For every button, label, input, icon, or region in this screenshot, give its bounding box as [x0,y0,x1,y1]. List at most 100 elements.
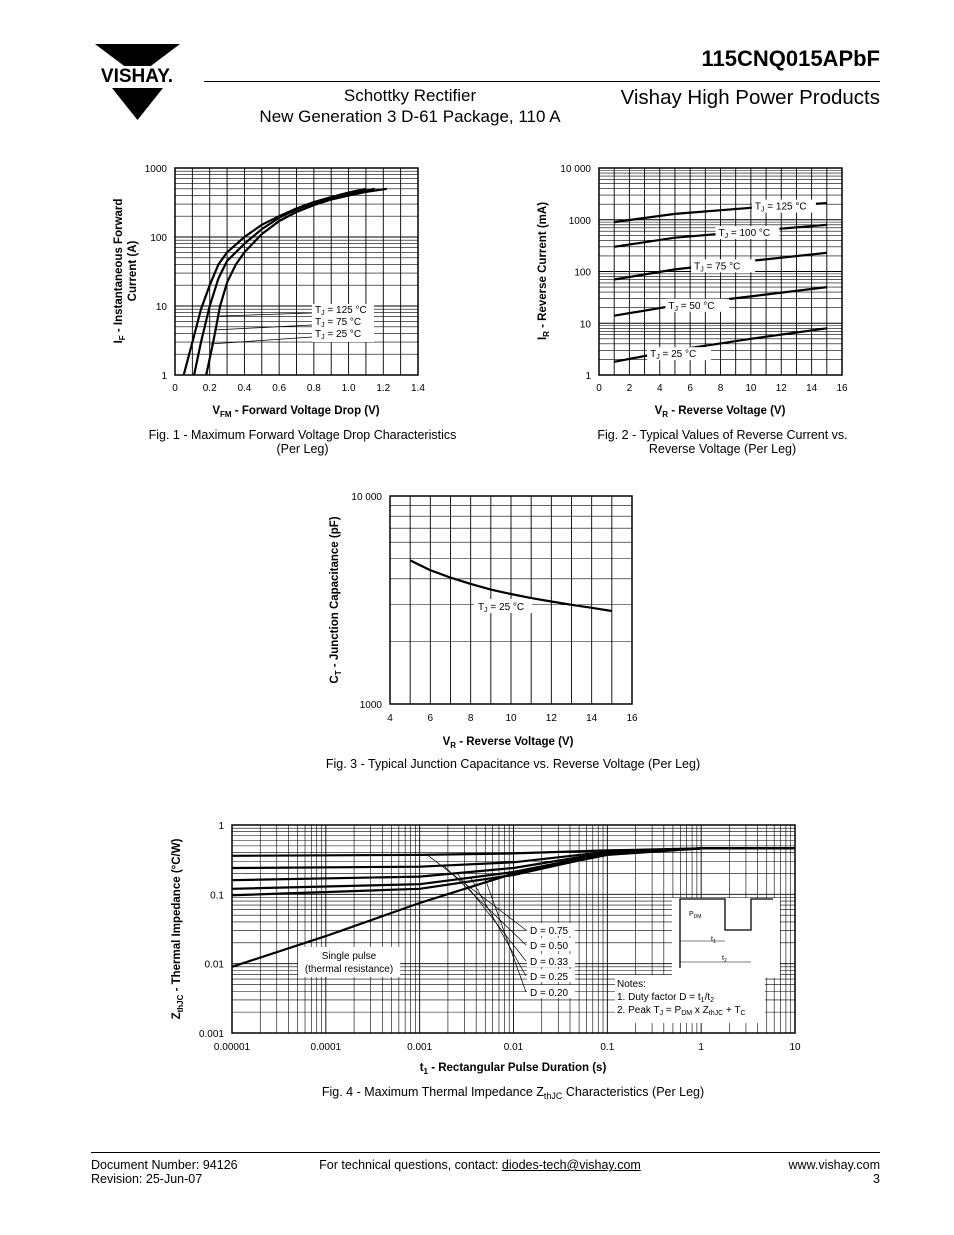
fig2-ylabel: IR - Reverse Current (mA) [537,202,551,340]
fig4-notes: Notes: 1. Duty factor D = t1/t2 2. Peak … [617,979,746,1017]
single-pulse-label: Single pulse [322,951,377,962]
fig2-ytick: 10 [580,319,592,330]
svg-text:CT - Junction Capacitance (pF): CT - Junction Capacitance (pF) [329,516,343,683]
duty-label: D = 0.50 [530,941,569,952]
fig2-series-label: TJ = 125 °C [755,202,807,214]
vishay-logo: VISHAY. [90,44,185,122]
footer-rule [91,1152,880,1153]
duty-label: D = 0.75 [530,926,569,937]
single-pulse-sublabel: (thermal resistance) [305,964,393,975]
fig2-ytick: 10 000 [560,164,591,175]
duty-leader-line [484,879,527,993]
fig3-series-line [409,559,612,613]
fig3-xtick: 10 [505,713,517,724]
fig3-xtick: 8 [468,713,474,724]
duty-leader-line [426,854,527,931]
fig1-xtick: 0.6 [272,383,286,394]
fig2-xlabel: VR - Reverse Voltage (V) [655,405,786,419]
brand-wordmark: VISHAY. [101,66,173,87]
fig4-xtick: 0.1 [600,1042,614,1053]
website-link[interactable]: www.vishay.com [788,1158,880,1172]
duty-leader-line [443,865,527,946]
fig2-frame [598,167,843,376]
svg-text:IF - Instantaneous Forward: IF - Instantaneous Forward [113,199,127,344]
product-description: New Generation 3 D-61 Package, 110 A [259,107,561,126]
fig1-series-line [193,187,375,376]
fig4-xtick: 0.00001 [214,1042,251,1053]
svg-text:t1: t1 [711,936,716,945]
fig3-xtick: 12 [546,713,558,724]
fig2-xtick: 10 [745,383,757,394]
fig1-legend: TJ = 125 °C TJ = 75 °C TJ = 25 °C [209,304,374,345]
fig1-xtick: 0.4 [237,383,251,394]
fig1-ytick: 1 [161,371,167,382]
division-name: Vishay High Power Products [620,86,880,109]
fig1-xtick: 1.4 [411,383,425,394]
fig1-caption: Fig. 1 - Maximum Forward Voltage Drop Ch… [148,428,457,456]
svg-text:Notes:: Notes: [617,979,646,990]
fig1-curves [182,187,387,376]
svg-text:2. Peak TJ = PDM x ZthJC + TC: 2. Peak TJ = PDM x ZthJC + TC [617,1005,746,1017]
duty-leader-line [470,877,527,977]
fig4-curves [231,847,795,968]
fig4-duty-labels: D = 0.75 D = 0.50 D = 0.33 D = 0.25 D = 0.20 [426,854,575,999]
fig1-chart: 1 10 100 1000 0 0.2 0.4 0.6 0.8 1.0 1.2 1.4 TJ = 1… [113,164,425,419]
product-type: Schottky Rectifier [343,86,477,105]
fig4-xtick: 0.001 [407,1042,432,1053]
fig3-curves [409,559,612,613]
fig4-series-line [231,847,795,968]
fig3-chart: 1000 10 000 4 6 8 10 12 14 16 TJ = 25 °C VR - R… [329,492,638,750]
fig4-xtick: 10 [789,1042,801,1053]
fig3-xtick: 4 [387,713,393,724]
fig2-xtick: 6 [687,383,693,394]
fig2-xtick: 8 [718,383,724,394]
fig4-ylabel: ZthJC - Thermal Impedance (°C/W) [171,838,185,1019]
fig2-series-label: TJ = 25 °C [650,349,696,361]
fig3-series-label: TJ = 25 °C [478,602,524,614]
fig4-caption: Fig. 4 - Maximum Thermal Impedance ZthJC… [321,1085,705,1101]
fig2-xtick: 2 [627,383,633,394]
fig2-xtick: 0 [596,383,602,394]
fig3-xtick: 16 [626,713,638,724]
fig3-caption: Fig. 3 - Typical Junction Capacitance vs… [325,757,701,771]
fig2-grid [598,168,843,376]
duty-leader-line [456,872,527,962]
contact-email-link[interactable]: diodes-tech@vishay.com [501,1158,641,1172]
fig4-chart: Single pulse (thermal resistance) D = 0.… [171,821,801,1076]
fig1-frame [174,167,419,376]
fig1-legend-25: TJ = 25 °C [315,329,361,341]
fig4-frame [231,824,796,1034]
fig1-xtick: 1.2 [376,383,390,394]
contact-line: For technical questions, contact: diodes… [319,1158,641,1172]
fig1-xtick: 0.2 [203,383,217,394]
fig2-series-label: TJ = 100 °C [718,228,770,240]
fig2-series-labels: TJ = 125 °C TJ = 100 °C TJ = 75 °C TJ = 50 … [647,199,816,361]
fig1-ytick: 100 [150,233,167,244]
fig4-ytick: 0.001 [199,1029,224,1040]
document-number: Document Number: 94126 [91,1158,238,1172]
fig1-ytick: 10 [156,302,168,313]
svg-text:PDM: PDM [689,911,701,920]
duty-label: D = 0.25 [530,972,569,983]
fig2-xtick: 12 [776,383,788,394]
pulse-train-inset: PDM t1 t2 [672,898,780,978]
header-rule [204,81,880,82]
fig2-ytick: 100 [574,268,591,279]
fig1-xtick: 1.0 [342,383,356,394]
fig1-legend-75: TJ = 75 °C [315,317,361,329]
svg-text:IR - Reverse Current (mA): IR - Reverse Current (mA) [537,202,551,340]
fig3-ytick: 1000 [360,700,383,711]
fig2-xtick: 16 [836,383,848,394]
fig2-xtick: 14 [806,383,818,394]
svg-text:1. Duty factor D = t1/t2: 1. Duty factor D = t1/t2 [617,992,714,1004]
fig1-series-line [205,187,387,376]
fig1-ytick: 1000 [145,164,168,175]
fig1-xlabel: VFM - Forward Voltage Drop (V) [212,405,379,419]
fig1-legend-125: TJ = 125 °C [315,305,367,317]
fig3-xlabel: VR - Reverse Voltage (V) [443,736,574,750]
fig4-xtick: 0.0001 [311,1042,342,1053]
duty-label: D = 0.33 [530,957,569,968]
duty-label: D = 0.20 [530,988,569,999]
revision-date: Revision: 25-Jun-07 [91,1172,203,1186]
fig4-xtick: 0.01 [504,1042,524,1053]
